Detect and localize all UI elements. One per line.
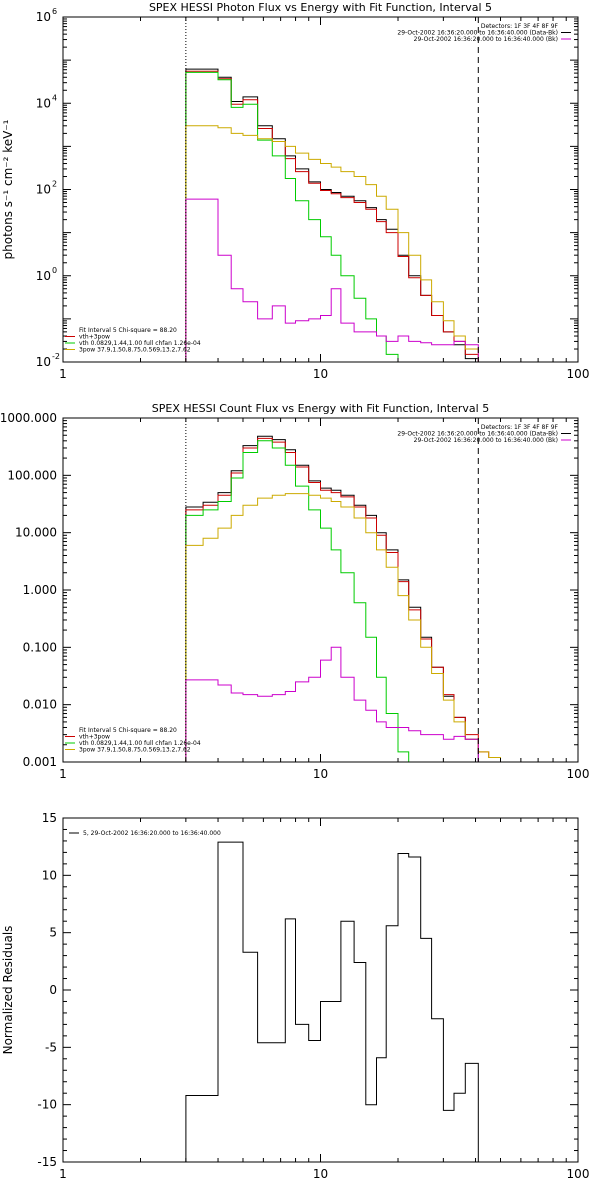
panel-2: 1 10 100 0.001 0.010 0.100 1.000 10.000 100.000 1… (0, 402, 589, 781)
series-line-1 (185, 70, 479, 362)
x-tick-label: 1 (59, 367, 67, 381)
y-tick-label: 10 (42, 868, 57, 882)
legend-entry: 5, 29-Oct-2002 16:36:20.000 to 16:36:40.… (83, 830, 221, 837)
series-line-2 (185, 440, 410, 762)
legend-entry: vth 0.0829,1.44,1.00 full chfan 1.26e-04 (79, 740, 201, 747)
y-axis-label: Normalized Residuals (1, 926, 15, 1055)
y-tick-exponent: 4 (52, 93, 57, 102)
x-tick-label: 100 (567, 767, 590, 781)
x-tick-label: 10 (313, 367, 328, 381)
series-line-2 (185, 71, 399, 362)
y-tick-label: 0.010 (23, 698, 57, 712)
legend-entry: vth+3pow (79, 334, 110, 341)
y-tick-label: 15 (42, 811, 57, 825)
x-tick-label: 10 (313, 767, 328, 781)
y-tick-label: 0.100 (23, 640, 57, 654)
legend-entry: Detectors: 1F 3F 4F 8F 9F (481, 424, 559, 431)
y-tick-label: -5 (45, 1040, 57, 1054)
y-tick-label: 10 (36, 269, 51, 283)
series-line-1 (185, 437, 512, 762)
plot-frame (62, 417, 579, 763)
series-line-0 (185, 68, 479, 362)
y-axis-label: photons s⁻¹ cm⁻² keV⁻¹ (1, 119, 15, 259)
series-group (185, 435, 512, 762)
series-line-4 (185, 198, 479, 362)
x-tick-label: 100 (567, 1167, 590, 1181)
x-tick-label: 1 (59, 767, 67, 781)
y-tick-label: 1.000 (23, 583, 57, 597)
legend-entry: vth+3pow (79, 734, 110, 741)
chart-title: SPEX HESSI Photon Flux vs Energy with Fi… (149, 1, 492, 14)
legend-entry: 3pow 37.9,1.50,8.75,0.569,13.2,7.62 (79, 347, 191, 354)
legend-entry: 29-Oct-2002 16:36:20.000 to 16:36:40.000… (414, 36, 558, 43)
y-tick-label: 10 (36, 10, 51, 24)
y-tick-label: -15 (37, 1155, 57, 1169)
y-tick-label: 5 (49, 926, 57, 940)
y-tick-label: 0.001 (23, 755, 57, 769)
series-line-3 (185, 125, 490, 362)
y-tick-label: 10.000 (15, 526, 57, 540)
series-line-0 (185, 841, 479, 1162)
legend-entry: 3pow 37.9,1.50,8.75,0.569,13.2,7.62 (79, 747, 191, 754)
legend-top-left: 5, 29-Oct-2002 16:36:20.000 to 16:36:40.… (69, 830, 221, 837)
y-tick-label: 100.000 (7, 468, 57, 482)
legend-bottom-left: Fit Interval 5 Chi-square = 88.20vth+3po… (65, 327, 201, 354)
x-tick-label: 10 (313, 1167, 328, 1181)
legend-bottom-left: Fit Interval 5 Chi-square = 88.20vth+3po… (65, 727, 201, 754)
legend-entry: vth 0.0829,1.44,1.00 full chfan 1.26e-04 (79, 340, 201, 347)
y-tick-label: -10 (37, 1098, 57, 1112)
legend-entry: 29-Oct-2002 16:36:20.000 to 16:36:40.000… (397, 431, 558, 438)
series-group (185, 841, 479, 1162)
y-tick-exponent: 2 (52, 180, 57, 189)
legend-entry: Fit Interval 5 Chi-square = 88.20 (79, 327, 177, 334)
y-tick-label: 10 (36, 96, 51, 110)
y-tick-label: 1000.000 (0, 411, 57, 425)
legend-entry: 29-Oct-2002 16:36:20.000 to 16:36:40.000… (397, 30, 558, 37)
chart-title: SPEX HESSI Count Flux vs Energy with Fit… (152, 402, 489, 415)
x-tick-label: 1 (59, 1167, 67, 1181)
y-tick-label: 10 (36, 355, 51, 369)
y-tick-exponent: 6 (52, 7, 57, 16)
plot-frame (62, 817, 579, 1163)
series-line-4 (185, 646, 479, 762)
x-tick-label: 100 (567, 367, 590, 381)
series-line-0 (185, 435, 479, 762)
y-tick-exponent: 0 (52, 266, 57, 275)
panel-3: 1 10 100 15 10 5 0 -5 -10 -15 Normalized Residuals… (1, 811, 589, 1181)
legend-entry: Detectors: 1F 3F 4F 8F 9F (481, 23, 559, 30)
y-tick-label: 10 (36, 183, 51, 197)
y-tick-label: 0 (49, 983, 57, 997)
legend-entry: Fit Interval 5 Chi-square = 88.20 (79, 727, 177, 734)
series-line-3 (185, 493, 512, 762)
y-tick-exponent: -2 (52, 352, 60, 361)
series-group (185, 68, 490, 362)
legend-entry: 29-Oct-2002 16:36:20.000 to 16:36:40.000… (414, 437, 558, 444)
